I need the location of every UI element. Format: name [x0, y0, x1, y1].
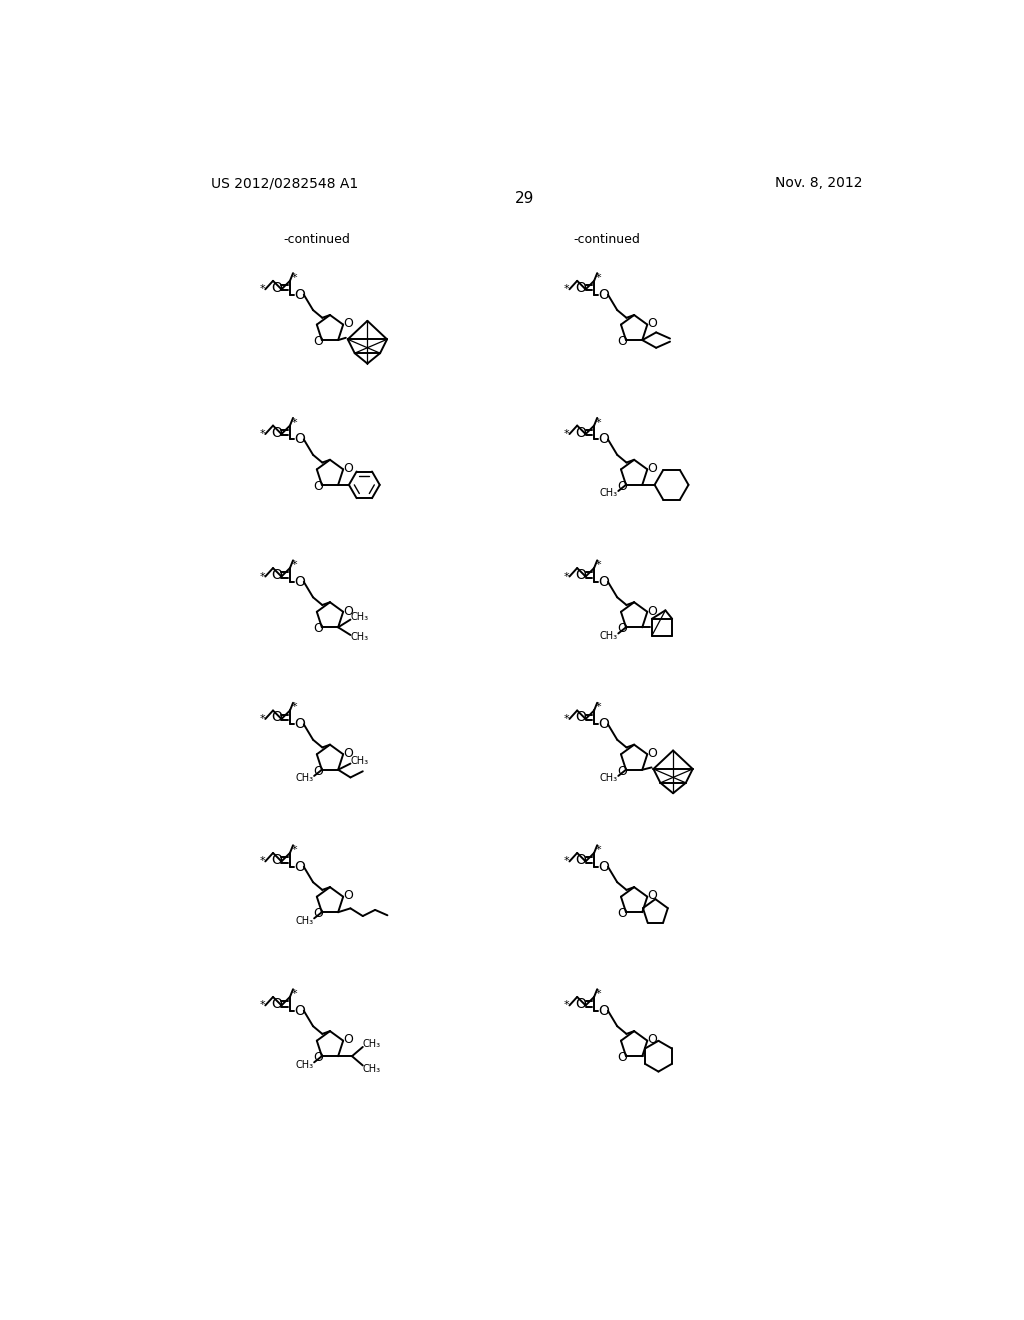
Text: O: O — [647, 462, 656, 475]
Text: *: * — [596, 845, 601, 855]
Text: *: * — [259, 714, 265, 723]
Text: O: O — [271, 710, 283, 725]
Text: *: * — [596, 560, 601, 570]
Text: O: O — [598, 1003, 609, 1018]
Text: O: O — [617, 335, 627, 348]
Text: O: O — [313, 335, 323, 348]
Text: CH₃: CH₃ — [350, 612, 369, 622]
Text: *: * — [292, 273, 297, 282]
Text: Nov. 8, 2012: Nov. 8, 2012 — [774, 176, 862, 190]
Text: 29: 29 — [515, 191, 535, 206]
Text: O: O — [313, 622, 323, 635]
Text: *: * — [259, 429, 265, 440]
Text: *: * — [563, 857, 569, 866]
Text: O: O — [617, 480, 627, 492]
Text: O: O — [575, 997, 587, 1011]
Text: O: O — [598, 717, 609, 731]
Text: *: * — [259, 284, 265, 294]
Text: CH₃: CH₃ — [600, 488, 618, 499]
Text: *: * — [596, 702, 601, 713]
Text: *: * — [596, 273, 601, 282]
Text: O: O — [598, 288, 609, 302]
Text: O: O — [294, 1003, 304, 1018]
Text: *: * — [292, 989, 297, 999]
Text: O: O — [617, 1051, 627, 1064]
Text: O: O — [294, 576, 304, 589]
Text: O: O — [647, 317, 656, 330]
Text: CH₃: CH₃ — [296, 774, 314, 783]
Text: CH₃: CH₃ — [350, 632, 369, 643]
Text: *: * — [259, 857, 265, 866]
Text: *: * — [259, 572, 265, 582]
Text: O: O — [647, 605, 656, 618]
Text: *: * — [292, 845, 297, 855]
Text: O: O — [294, 859, 304, 874]
Text: O: O — [575, 853, 587, 867]
Text: -continued: -continued — [573, 232, 640, 246]
Text: CH₃: CH₃ — [600, 631, 618, 640]
Text: *: * — [563, 429, 569, 440]
Text: O: O — [294, 717, 304, 731]
Text: CH₃: CH₃ — [296, 1060, 314, 1069]
Text: O: O — [271, 568, 283, 582]
Text: O: O — [343, 462, 352, 475]
Text: CH₃: CH₃ — [600, 774, 618, 783]
Text: O: O — [294, 288, 304, 302]
Text: O: O — [598, 433, 609, 446]
Text: *: * — [563, 714, 569, 723]
Text: O: O — [647, 890, 656, 903]
Text: -continued: -continued — [284, 232, 350, 246]
Text: O: O — [575, 281, 587, 294]
Text: O: O — [343, 890, 352, 903]
Text: O: O — [617, 764, 627, 777]
Text: O: O — [313, 1051, 323, 1064]
Text: O: O — [598, 576, 609, 589]
Text: O: O — [343, 1034, 352, 1047]
Text: *: * — [292, 560, 297, 570]
Text: *: * — [596, 417, 601, 428]
Text: O: O — [575, 425, 587, 440]
Text: *: * — [563, 1001, 569, 1010]
Text: O: O — [343, 317, 352, 330]
Text: CH₃: CH₃ — [362, 1039, 381, 1049]
Text: O: O — [271, 425, 283, 440]
Text: O: O — [294, 433, 304, 446]
Text: O: O — [271, 853, 283, 867]
Text: O: O — [271, 997, 283, 1011]
Text: *: * — [563, 284, 569, 294]
Text: O: O — [343, 605, 352, 618]
Text: *: * — [292, 702, 297, 713]
Text: O: O — [313, 907, 323, 920]
Text: O: O — [617, 622, 627, 635]
Text: CH₃: CH₃ — [350, 756, 369, 767]
Text: O: O — [343, 747, 352, 760]
Text: O: O — [313, 480, 323, 492]
Text: *: * — [596, 989, 601, 999]
Text: O: O — [313, 764, 323, 777]
Text: CH₃: CH₃ — [296, 916, 314, 925]
Text: O: O — [575, 568, 587, 582]
Text: O: O — [617, 907, 627, 920]
Text: US 2012/0282548 A1: US 2012/0282548 A1 — [211, 176, 358, 190]
Text: O: O — [271, 281, 283, 294]
Text: O: O — [647, 747, 656, 760]
Text: O: O — [575, 710, 587, 725]
Text: CH₃: CH₃ — [362, 1064, 381, 1073]
Text: *: * — [563, 572, 569, 582]
Text: O: O — [598, 859, 609, 874]
Text: *: * — [292, 417, 297, 428]
Text: *: * — [259, 1001, 265, 1010]
Text: O: O — [647, 1034, 656, 1047]
